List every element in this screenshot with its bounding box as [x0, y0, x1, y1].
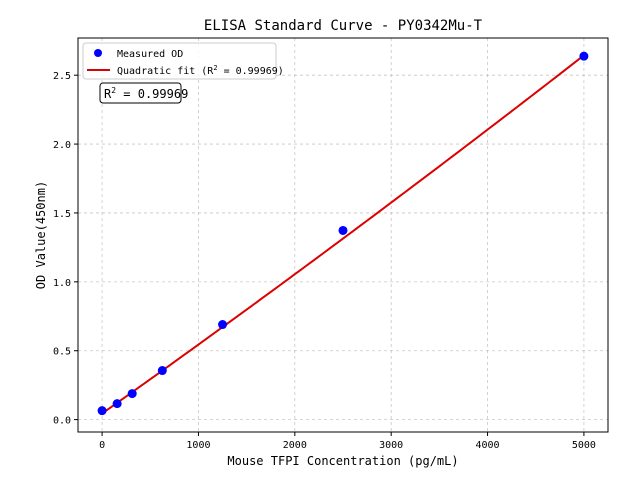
data-point: [127, 389, 137, 399]
fit-line: [101, 54, 585, 415]
r2-prefix: R: [104, 87, 112, 101]
chart-title: ELISA Standard Curve - PY0342Mu-T: [204, 18, 483, 34]
axes-frame: [77, 37, 609, 433]
fit-line-group: [101, 54, 585, 415]
legend-fit-suffix: = 0.99969): [218, 66, 284, 77]
y-tick-label: 1.0: [53, 278, 71, 289]
y-tick-label: 0.5: [53, 347, 71, 358]
r2-superscript: 2: [111, 86, 116, 95]
data-point: [112, 399, 122, 409]
x-tick-label: 5000: [572, 440, 596, 451]
r2-annotation-text: R2 = 0.99969: [104, 86, 188, 101]
data-point: [97, 406, 107, 416]
y-tick-label: 2.0: [53, 140, 71, 151]
x-tick-label: 2000: [283, 440, 307, 451]
y-axis-label: OD Value(450nm): [34, 181, 48, 289]
legend-marker-measured: [94, 49, 102, 57]
x-tick-label: 3000: [379, 440, 403, 451]
r2-annotation: R2 = 0.99969: [99, 82, 188, 104]
r2-suffix: = 0.99969: [116, 87, 188, 101]
data-point: [218, 320, 228, 330]
legend-box: [82, 42, 277, 80]
x-tick-label: 0: [99, 440, 105, 451]
legend-fit-prefix: Quadratic fit (R: [117, 66, 214, 77]
legend-label-measured: Measured OD: [117, 49, 183, 60]
data-point: [157, 366, 167, 376]
legend-label-fit: Quadratic fit (R2 = 0.99969): [117, 64, 284, 77]
x-ticks: 0 1000 2000 3000 4000 5000: [99, 432, 596, 451]
x-tick-label: 4000: [475, 440, 499, 451]
r2-annotation-box: [99, 82, 182, 104]
legend-fit-superscript: 2: [213, 64, 217, 72]
x-axis-label: Mouse TFPI Concentration (pg/mL): [227, 454, 458, 468]
y-tick-label: 1.5: [53, 209, 71, 220]
y-tick-label: 0.0: [53, 416, 71, 427]
points-group: [97, 51, 589, 416]
grid: [78, 38, 608, 432]
legend: Measured OD Quadratic fit (R2 = 0.99969): [82, 42, 284, 80]
y-tick-label: 2.5: [53, 71, 71, 82]
data-point: [338, 225, 348, 235]
data-point: [579, 51, 589, 61]
x-tick-label: 1000: [186, 440, 210, 451]
y-ticks: 0.0 0.5 1.0 1.5 2.0 2.5: [53, 71, 78, 427]
